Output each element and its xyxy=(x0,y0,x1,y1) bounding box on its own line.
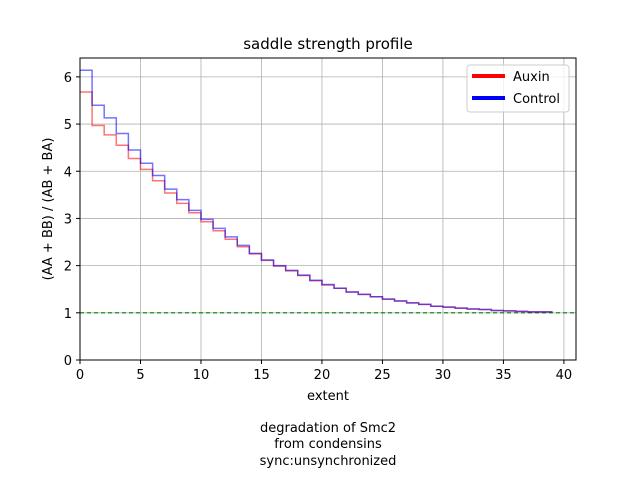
legend: Auxin Control xyxy=(466,64,570,113)
y-tick-label: 1 xyxy=(64,307,72,322)
x-tick-label: 20 xyxy=(314,368,331,383)
y-tick-label: 2 xyxy=(64,260,72,275)
x-axis-label: extent xyxy=(307,389,349,404)
series-line-auxin xyxy=(80,91,553,313)
caption-line-2: from condensins xyxy=(274,437,382,452)
x-tick-label: 15 xyxy=(253,368,270,383)
y-tick-label: 0 xyxy=(64,354,72,369)
series-group xyxy=(80,69,553,313)
legend-label-control: Control xyxy=(513,92,560,107)
legend-label-auxin: Auxin xyxy=(513,70,550,85)
x-tick-label: 25 xyxy=(374,368,391,383)
y-tick-label: 3 xyxy=(64,212,72,227)
axis-ticks: 0 5 10 15 20 25 30 35 40 0 1 2 3 4 5 6 xyxy=(64,71,572,383)
y-axis-label: (AA + BB) / (AB + BA) xyxy=(41,138,56,281)
chart-title: saddle strength profile xyxy=(243,35,413,53)
series-line-control xyxy=(80,69,553,313)
y-tick-label: 4 xyxy=(64,165,72,180)
y-tick-label: 6 xyxy=(64,71,72,86)
x-tick-label: 30 xyxy=(435,368,452,383)
x-tick-label: 5 xyxy=(136,368,144,383)
caption-line-1: degradation of Smc2 xyxy=(260,421,396,436)
x-tick-label: 0 xyxy=(76,368,84,383)
caption-line-3: sync:unsynchronized xyxy=(260,454,397,469)
y-tick-label: 5 xyxy=(64,118,72,133)
plot-frame xyxy=(79,57,577,361)
x-tick-label: 35 xyxy=(495,368,512,383)
x-tick-label: 40 xyxy=(556,368,573,383)
x-tick-label: 10 xyxy=(193,368,210,383)
caption: degradation of Smc2 from condensins sync… xyxy=(260,421,397,469)
